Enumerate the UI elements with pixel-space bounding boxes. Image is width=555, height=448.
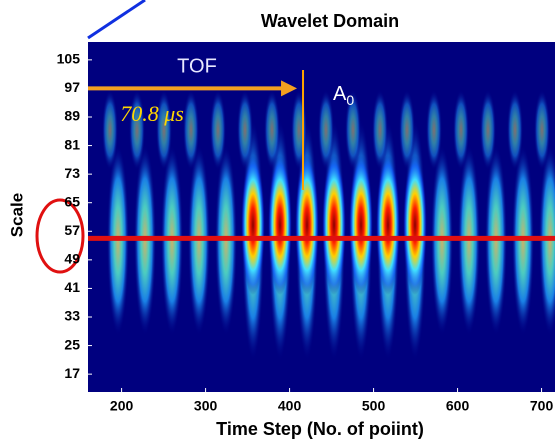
x-tick-label: 200 bbox=[110, 398, 134, 414]
heatmap-upper bbox=[318, 90, 334, 170]
y-tick-label: 25 bbox=[64, 336, 80, 352]
heatmap-peak bbox=[241, 155, 265, 295]
heatmap-upper bbox=[426, 90, 442, 170]
y-tick-label: 33 bbox=[64, 308, 80, 324]
heatmap-upper bbox=[183, 90, 199, 170]
y-tick-label: 41 bbox=[64, 279, 80, 295]
heatmap-upper bbox=[264, 90, 280, 170]
y-axis-label: Scale bbox=[7, 193, 26, 237]
heatmap-upper bbox=[345, 90, 361, 170]
tof-arrowhead bbox=[281, 80, 298, 97]
heatmap-upper bbox=[291, 90, 307, 170]
heatmap-upper bbox=[507, 90, 523, 170]
y-tick-label: 105 bbox=[57, 51, 81, 67]
x-tick-label: 600 bbox=[446, 398, 470, 414]
heatmap-peak bbox=[349, 155, 373, 295]
pointer-line bbox=[87, 0, 146, 40]
chart-title: Wavelet Domain bbox=[261, 11, 399, 31]
tof-label: TOF bbox=[177, 55, 217, 77]
x-tick-label: 500 bbox=[362, 398, 386, 414]
heatmap-upper bbox=[129, 90, 145, 170]
heatmap-peak bbox=[376, 155, 400, 295]
heatmap-upper bbox=[480, 90, 496, 170]
heatmap-upper bbox=[210, 90, 226, 170]
heatmap-upper bbox=[156, 90, 172, 170]
heatmap-upper bbox=[372, 90, 388, 170]
marker-label-main: A bbox=[333, 83, 347, 105]
heatmap-peak bbox=[322, 155, 346, 295]
heatmap-peak bbox=[268, 155, 292, 295]
y-tick-label: 97 bbox=[64, 79, 80, 95]
y-tick-label: 65 bbox=[64, 193, 80, 209]
y-tick-label: 89 bbox=[64, 108, 80, 124]
y-tick-label: 49 bbox=[64, 251, 80, 267]
y-tick-label: 73 bbox=[64, 165, 80, 181]
x-tick-label: 400 bbox=[278, 398, 302, 414]
heatmap-peak bbox=[403, 155, 427, 295]
y-tick-label: 17 bbox=[64, 365, 80, 381]
heatmap-upper bbox=[102, 90, 118, 170]
tof-value: 70.8 μs bbox=[120, 101, 184, 126]
y-tick-label: 81 bbox=[64, 136, 80, 152]
marker-label: A0 bbox=[333, 83, 354, 107]
heatmap-upper bbox=[237, 90, 253, 170]
heatmap-peak bbox=[295, 155, 319, 295]
heatmap-upper bbox=[534, 90, 550, 170]
x-tick-label: 700 bbox=[530, 398, 554, 414]
y-tick-label: 57 bbox=[64, 222, 80, 238]
heatmap-upper bbox=[399, 90, 415, 170]
x-tick-label: 300 bbox=[194, 398, 218, 414]
heatmap-upper bbox=[453, 90, 469, 170]
highlight-ellipse bbox=[35, 198, 85, 274]
x-axis-label: Time Step (No. of poiint) bbox=[216, 419, 424, 439]
marker-label-subscript: 0 bbox=[346, 92, 354, 108]
